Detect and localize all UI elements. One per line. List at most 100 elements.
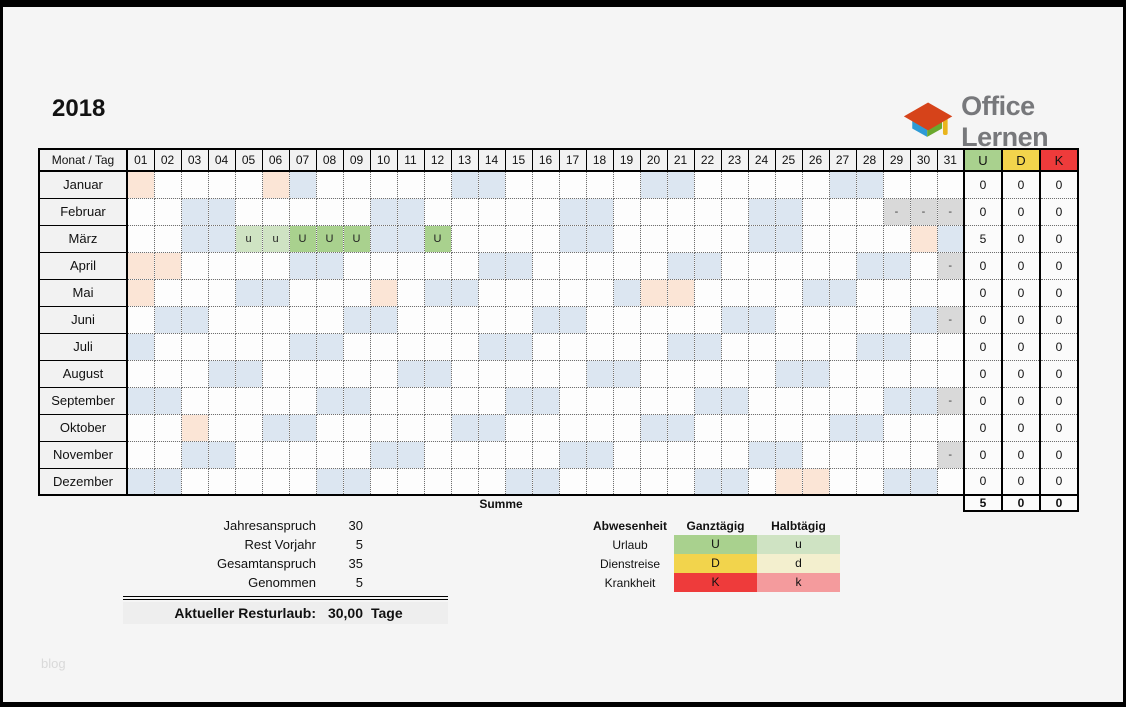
day-cell[interactable]: U xyxy=(423,224,452,253)
day-cell[interactable] xyxy=(450,305,479,334)
day-cell[interactable] xyxy=(666,467,695,496)
day-cell[interactable] xyxy=(207,305,236,334)
day-cell[interactable] xyxy=(477,278,506,307)
day-cell[interactable] xyxy=(342,467,371,496)
day-cell[interactable] xyxy=(666,197,695,226)
day-cell[interactable] xyxy=(315,251,344,280)
day-cell[interactable] xyxy=(774,170,803,199)
day-cell[interactable] xyxy=(342,359,371,388)
day-cell[interactable] xyxy=(396,224,425,253)
day-cell[interactable] xyxy=(639,197,668,226)
day-cell[interactable] xyxy=(207,332,236,361)
day-cell[interactable] xyxy=(909,332,938,361)
day-cell[interactable] xyxy=(477,224,506,253)
day-cell[interactable] xyxy=(315,305,344,334)
day-cell[interactable] xyxy=(288,332,317,361)
day-cell[interactable] xyxy=(126,386,155,415)
day-cell[interactable] xyxy=(153,305,182,334)
day-cell[interactable]: - xyxy=(909,197,938,226)
day-cell[interactable] xyxy=(234,413,263,442)
day-cell[interactable] xyxy=(180,386,209,415)
day-cell[interactable] xyxy=(153,170,182,199)
day-cell[interactable] xyxy=(801,278,830,307)
day-cell[interactable] xyxy=(180,170,209,199)
day-cell[interactable] xyxy=(207,386,236,415)
day-cell[interactable] xyxy=(855,359,884,388)
day-cell[interactable] xyxy=(828,332,857,361)
day-cell[interactable] xyxy=(477,440,506,469)
day-cell[interactable] xyxy=(774,251,803,280)
day-cell[interactable] xyxy=(936,413,965,442)
day-cell[interactable] xyxy=(936,359,965,388)
day-cell[interactable] xyxy=(585,359,614,388)
day-cell[interactable] xyxy=(342,332,371,361)
day-cell[interactable] xyxy=(531,224,560,253)
day-cell[interactable] xyxy=(774,467,803,496)
day-cell[interactable] xyxy=(126,224,155,253)
day-cell[interactable] xyxy=(288,413,317,442)
day-cell[interactable] xyxy=(369,386,398,415)
day-cell[interactable] xyxy=(909,251,938,280)
day-cell[interactable]: - xyxy=(936,251,965,280)
day-cell[interactable] xyxy=(666,224,695,253)
day-cell[interactable] xyxy=(396,197,425,226)
day-cell[interactable] xyxy=(423,332,452,361)
day-cell[interactable] xyxy=(747,251,776,280)
day-cell[interactable] xyxy=(288,467,317,496)
day-cell[interactable] xyxy=(585,332,614,361)
day-cell[interactable] xyxy=(342,440,371,469)
day-cell[interactable] xyxy=(855,386,884,415)
day-cell[interactable] xyxy=(531,251,560,280)
day-cell[interactable] xyxy=(126,170,155,199)
day-cell[interactable] xyxy=(720,467,749,496)
day-cell[interactable] xyxy=(801,305,830,334)
day-cell[interactable] xyxy=(504,440,533,469)
day-cell[interactable] xyxy=(234,305,263,334)
day-cell[interactable] xyxy=(855,278,884,307)
day-cell[interactable] xyxy=(207,278,236,307)
day-cell[interactable] xyxy=(639,251,668,280)
day-cell[interactable] xyxy=(126,278,155,307)
day-cell[interactable] xyxy=(450,467,479,496)
day-cell[interactable] xyxy=(612,359,641,388)
day-cell[interactable] xyxy=(693,332,722,361)
day-cell[interactable] xyxy=(504,413,533,442)
day-cell[interactable] xyxy=(315,170,344,199)
day-cell[interactable] xyxy=(693,224,722,253)
day-cell[interactable] xyxy=(153,278,182,307)
day-cell[interactable] xyxy=(774,332,803,361)
day-cell[interactable] xyxy=(504,332,533,361)
day-cell[interactable] xyxy=(882,359,911,388)
day-cell[interactable] xyxy=(261,278,290,307)
day-cell[interactable] xyxy=(558,197,587,226)
day-cell[interactable] xyxy=(504,359,533,388)
day-cell[interactable] xyxy=(666,251,695,280)
day-cell[interactable] xyxy=(153,332,182,361)
day-cell[interactable] xyxy=(828,224,857,253)
day-cell[interactable] xyxy=(234,332,263,361)
day-cell[interactable] xyxy=(504,467,533,496)
day-cell[interactable] xyxy=(720,278,749,307)
day-cell[interactable] xyxy=(396,332,425,361)
day-cell[interactable] xyxy=(180,251,209,280)
day-cell[interactable] xyxy=(207,440,236,469)
day-cell[interactable] xyxy=(261,305,290,334)
day-cell[interactable] xyxy=(261,386,290,415)
day-cell[interactable] xyxy=(909,386,938,415)
day-cell[interactable] xyxy=(639,359,668,388)
day-cell[interactable] xyxy=(126,251,155,280)
day-cell[interactable] xyxy=(450,278,479,307)
day-cell[interactable]: u xyxy=(234,224,263,253)
day-cell[interactable] xyxy=(693,278,722,307)
day-cell[interactable] xyxy=(396,386,425,415)
day-cell[interactable] xyxy=(612,305,641,334)
day-cell[interactable] xyxy=(720,197,749,226)
day-cell[interactable] xyxy=(153,251,182,280)
day-cell[interactable] xyxy=(288,197,317,226)
day-cell[interactable] xyxy=(126,305,155,334)
day-cell[interactable] xyxy=(477,197,506,226)
day-cell[interactable] xyxy=(936,224,965,253)
day-cell[interactable] xyxy=(207,224,236,253)
day-cell[interactable] xyxy=(234,197,263,226)
day-cell[interactable] xyxy=(801,197,830,226)
